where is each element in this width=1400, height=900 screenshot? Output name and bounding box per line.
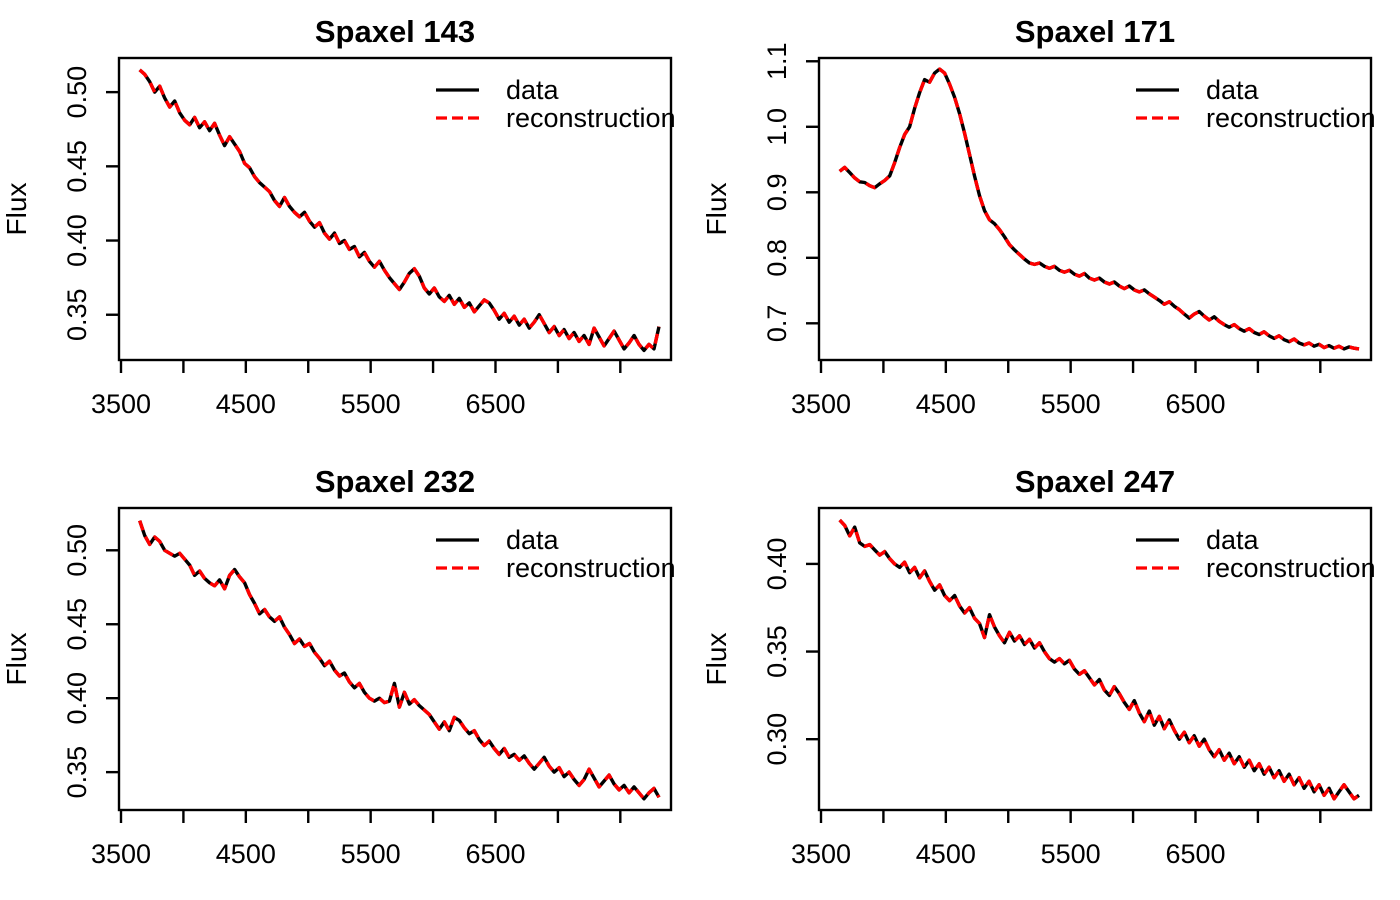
- y-tick-label: 0.7: [762, 305, 792, 343]
- x-tick-label: 3500: [791, 389, 851, 419]
- x-tick-label: 3500: [791, 839, 851, 869]
- legend-data-label: data: [506, 75, 560, 105]
- y-tick-label: 0.50: [62, 66, 92, 119]
- reconstruction-line: [138, 68, 661, 353]
- legend-reconstruction-label: reconstruction: [1206, 553, 1376, 583]
- panel-spaxel-232: Spaxel 232 3500 4500 5500 6500 0.35 0.40 0.45 0.…: [0, 450, 700, 900]
- y-tick-label: 0.40: [762, 538, 792, 591]
- x-tick-label: 5500: [1041, 839, 1101, 869]
- legend-reconstruction-label: reconstruction: [506, 553, 676, 583]
- y-axis-title: Flux: [701, 183, 732, 236]
- legend-data-label: data: [506, 525, 560, 555]
- y-tick-label: 0.45: [62, 598, 92, 651]
- y-axis-title: Flux: [701, 633, 732, 686]
- spaxel-247-chart: Spaxel 247 3500 4500 5500 6500 0.30 0.35 0.40 Fl…: [701, 464, 1376, 869]
- plot-box: [117, 506, 673, 812]
- legend-reconstruction-label: reconstruction: [506, 103, 676, 133]
- y-tick-label: 0.40: [62, 672, 92, 725]
- y-tick-label: 0.35: [762, 625, 792, 678]
- x-tick-label: 5500: [1041, 389, 1101, 419]
- y-tick-label: 0.35: [62, 746, 92, 799]
- spaxel-143-chart: Spaxel 143 3500 4500 5500 6500 0.35 0.40 0.45 0.…: [1, 14, 676, 419]
- panel-title: Spaxel 143: [315, 14, 475, 49]
- y-tick-label: 0.40: [62, 214, 92, 267]
- y-tick-label: 0.35: [62, 288, 92, 341]
- y-axis-title: Flux: [1, 633, 32, 686]
- y-tick-label: 0.9: [762, 174, 792, 212]
- x-tick-label: 5500: [341, 839, 401, 869]
- legend-data-label: data: [1206, 75, 1260, 105]
- panel-title: Spaxel 247: [1015, 464, 1175, 499]
- plot-box: [817, 56, 1373, 362]
- plot-box: [817, 506, 1373, 812]
- legend-data-label: data: [1206, 525, 1260, 555]
- x-tick-label: 4500: [916, 839, 976, 869]
- panel-title: Spaxel 171: [1015, 14, 1175, 49]
- y-axis-title: Flux: [1, 183, 32, 236]
- legend-reconstruction-label: reconstruction: [1206, 103, 1376, 133]
- x-tick-label: 4500: [216, 389, 276, 419]
- plot-box: [117, 56, 673, 362]
- x-tick-label: 3500: [91, 389, 151, 419]
- x-tick-label: 4500: [916, 389, 976, 419]
- y-tick-label: 0.50: [62, 524, 92, 577]
- x-tick-label: 6500: [1165, 839, 1225, 869]
- x-tick-label: 6500: [1165, 389, 1225, 419]
- data-line: [838, 518, 1360, 801]
- spaxel-171-chart: Spaxel 171 3500 4500 5500 6500 0.7 0.8 0.9 1.0 1.…: [701, 14, 1376, 419]
- y-tick-label: 0.45: [62, 140, 92, 193]
- panel-spaxel-143: Spaxel 143 3500 4500 5500 6500 0.35 0.40 0.45 0.…: [0, 0, 700, 450]
- panel-spaxel-171: Spaxel 171 3500 4500 5500 6500 0.7 0.8 0.9 1.0 1.…: [700, 0, 1400, 450]
- x-tick-label: 6500: [465, 839, 525, 869]
- y-tick-label: 1.0: [762, 108, 792, 146]
- data-line: [838, 67, 1360, 351]
- y-tick-label: 0.8: [762, 239, 792, 277]
- reconstruction-line: [138, 520, 661, 801]
- x-tick-label: 3500: [91, 839, 151, 869]
- panel-spaxel-247: Spaxel 247 3500 4500 5500 6500 0.30 0.35 0.40 Fl…: [700, 450, 1400, 900]
- y-tick-label: 1.1: [762, 43, 792, 81]
- x-tick-label: 5500: [341, 389, 401, 419]
- y-tick-label: 0.30: [762, 713, 792, 766]
- spaxel-232-chart: Spaxel 232 3500 4500 5500 6500 0.35 0.40 0.45 0.…: [1, 464, 676, 869]
- x-tick-label: 4500: [216, 839, 276, 869]
- panel-title: Spaxel 232: [315, 464, 475, 499]
- x-tick-label: 6500: [465, 389, 525, 419]
